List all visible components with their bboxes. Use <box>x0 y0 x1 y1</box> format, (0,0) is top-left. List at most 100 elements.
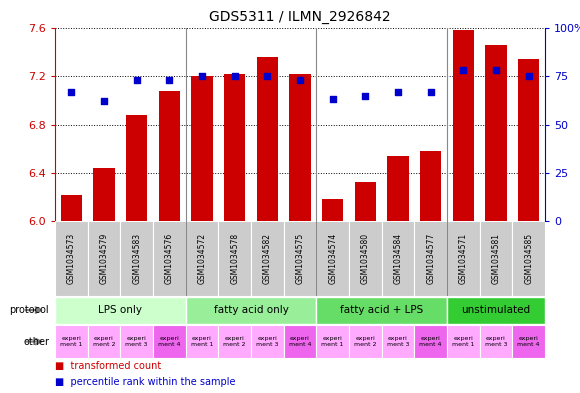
Bar <box>512 221 545 296</box>
Text: experi
ment 1: experi ment 1 <box>321 336 344 347</box>
Bar <box>414 221 447 296</box>
Text: GSM1034576: GSM1034576 <box>165 233 174 284</box>
Text: experi
ment 1: experi ment 1 <box>191 336 213 347</box>
Bar <box>186 221 218 296</box>
Bar <box>382 325 414 358</box>
Text: experi
ment 3: experi ment 3 <box>485 336 508 347</box>
Bar <box>485 45 506 221</box>
Text: experi
ment 2: experi ment 2 <box>93 336 115 347</box>
Bar <box>414 325 447 358</box>
Text: experi
ment 3: experi ment 3 <box>125 336 148 347</box>
Bar <box>251 221 284 296</box>
Text: GSM1034577: GSM1034577 <box>426 233 435 284</box>
Point <box>491 67 501 73</box>
Point <box>132 77 142 83</box>
Bar <box>224 74 245 221</box>
Text: GSM1034585: GSM1034585 <box>524 233 533 284</box>
Bar <box>55 221 88 296</box>
Point <box>393 88 403 95</box>
Bar <box>447 325 480 358</box>
Point <box>328 96 338 103</box>
Point <box>99 98 108 105</box>
Text: GSM1034571: GSM1034571 <box>459 233 468 284</box>
Bar <box>186 297 316 323</box>
Text: experi
ment 3: experi ment 3 <box>256 336 278 347</box>
Point <box>197 73 206 79</box>
Bar <box>387 156 409 221</box>
Text: GSM1034578: GSM1034578 <box>230 233 239 284</box>
Bar <box>55 297 186 323</box>
Text: GSM1034573: GSM1034573 <box>67 233 76 284</box>
Text: GSM1034584: GSM1034584 <box>393 233 403 284</box>
Text: fatty acid + LPS: fatty acid + LPS <box>340 305 423 315</box>
Bar <box>159 91 180 221</box>
Text: GSM1034579: GSM1034579 <box>100 233 108 284</box>
Bar <box>512 325 545 358</box>
Bar <box>447 297 545 323</box>
Bar <box>126 115 147 221</box>
Point <box>361 92 370 99</box>
Bar <box>55 325 88 358</box>
Bar <box>93 168 115 221</box>
Bar <box>88 221 120 296</box>
Text: GSM1034574: GSM1034574 <box>328 233 337 284</box>
Bar <box>284 325 316 358</box>
Bar <box>120 325 153 358</box>
Text: GSM1034572: GSM1034572 <box>198 233 206 284</box>
Point <box>67 88 76 95</box>
Bar <box>153 325 186 358</box>
Bar <box>120 221 153 296</box>
Text: experi
ment 4: experi ment 4 <box>158 336 180 347</box>
Text: experi
ment 1: experi ment 1 <box>452 336 474 347</box>
Point <box>263 73 272 79</box>
Bar <box>316 325 349 358</box>
Text: experi
ment 2: experi ment 2 <box>354 336 376 347</box>
Text: GSM1034580: GSM1034580 <box>361 233 370 284</box>
Text: experi
ment 4: experi ment 4 <box>517 336 540 347</box>
Bar <box>355 182 376 221</box>
Bar <box>153 221 186 296</box>
Bar <box>251 325 284 358</box>
Bar <box>284 221 316 296</box>
Bar <box>218 325 251 358</box>
Point <box>426 88 436 95</box>
Bar <box>420 151 441 221</box>
Point <box>165 77 174 83</box>
Text: GSM1034582: GSM1034582 <box>263 233 272 284</box>
Bar <box>480 325 512 358</box>
Point <box>295 77 305 83</box>
Bar <box>518 59 539 221</box>
Text: GSM1034583: GSM1034583 <box>132 233 141 284</box>
Title: GDS5311 / ILMN_2926842: GDS5311 / ILMN_2926842 <box>209 10 391 24</box>
Text: fatty acid only: fatty acid only <box>213 305 288 315</box>
Text: GSM1034575: GSM1034575 <box>295 233 305 284</box>
Text: protocol: protocol <box>10 305 49 315</box>
Text: experi
ment 4: experi ment 4 <box>419 336 442 347</box>
Point <box>524 73 533 79</box>
Bar <box>322 199 343 221</box>
Text: experi
ment 1: experi ment 1 <box>60 336 82 347</box>
Text: experi
ment 4: experi ment 4 <box>289 336 311 347</box>
Bar <box>218 221 251 296</box>
Text: LPS only: LPS only <box>99 305 142 315</box>
Bar <box>289 74 311 221</box>
Bar <box>349 221 382 296</box>
Text: experi
ment 3: experi ment 3 <box>387 336 409 347</box>
Text: experi
ment 2: experi ment 2 <box>223 336 246 347</box>
Text: other: other <box>23 336 49 347</box>
Bar <box>88 325 120 358</box>
Bar <box>480 221 512 296</box>
Bar <box>257 57 278 221</box>
Point <box>459 67 468 73</box>
Text: ■  transformed count: ■ transformed count <box>55 361 161 371</box>
Bar <box>453 30 474 221</box>
Bar <box>447 221 480 296</box>
Bar <box>61 195 82 221</box>
Bar <box>186 325 218 358</box>
Bar <box>316 221 349 296</box>
Text: unstimulated: unstimulated <box>462 305 531 315</box>
Bar <box>382 221 414 296</box>
Bar <box>316 297 447 323</box>
Bar <box>349 325 382 358</box>
Bar <box>191 76 213 221</box>
